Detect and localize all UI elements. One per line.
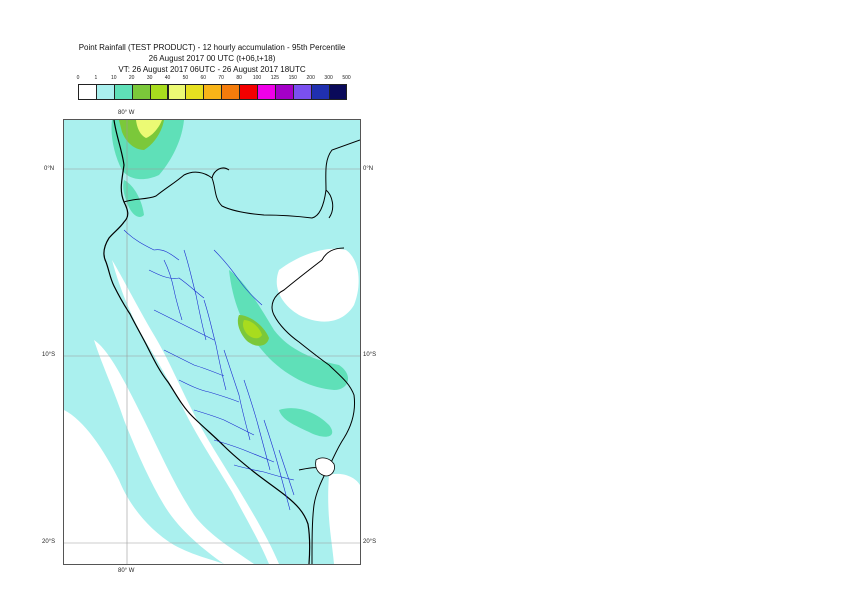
lake-titicaca xyxy=(315,457,335,477)
legend-color-box xyxy=(328,84,348,100)
lon-label-bottom: 80° W xyxy=(118,568,135,574)
legend-color-box xyxy=(149,84,169,100)
coastline xyxy=(103,120,311,564)
lat-label-left-10s: 10°S xyxy=(42,352,56,358)
rain-40-50-north xyxy=(136,120,162,138)
legend-color-box xyxy=(274,84,294,100)
rainfall-map xyxy=(64,120,360,564)
legend-threshold-label: 100 xyxy=(252,75,262,81)
lat-label-left-20s: 20°S xyxy=(42,539,56,545)
legend-threshold-label: 50 xyxy=(182,75,189,81)
legend-threshold-label: 30 xyxy=(146,75,153,81)
lat-label-right-20s: 20°S xyxy=(363,539,377,545)
national-borders xyxy=(123,139,360,564)
legend-threshold-label: 300 xyxy=(324,75,333,81)
map-frame xyxy=(63,119,361,565)
lat-label-right-0n: 0°N xyxy=(363,166,374,172)
legend-threshold-label: 125 xyxy=(270,75,280,81)
legend-color-box xyxy=(292,84,312,100)
dry-area-east xyxy=(328,473,360,564)
legend-threshold-label: 80 xyxy=(236,75,242,81)
legend-color-box xyxy=(185,84,205,100)
legend-color-box xyxy=(257,84,276,100)
legend-threshold-label: 150 xyxy=(288,75,297,81)
rain-10-20-northwest xyxy=(123,180,144,217)
legend-threshold-label: 60 xyxy=(200,75,207,81)
legend-color-box xyxy=(221,84,241,100)
lat-label-right-10s: 10°S xyxy=(363,352,377,358)
rain-10-20-south xyxy=(279,408,333,437)
legend-color-box xyxy=(95,84,115,100)
legend-threshold-label: 70 xyxy=(218,75,224,81)
rain-30-40-cluster xyxy=(243,320,262,339)
title-line-3: VT: 26 August 2017 06UTC - 26 August 201… xyxy=(118,65,306,74)
legend-threshold-label: 20 xyxy=(128,75,135,81)
dry-area-interior xyxy=(276,248,359,322)
lat-label-left-0n: 0°N xyxy=(44,166,55,172)
legend-threshold-label: 40 xyxy=(164,75,171,81)
legend-color-box xyxy=(167,84,187,100)
legend-color-box xyxy=(131,84,151,100)
legend-color-box xyxy=(203,84,223,100)
title-line-2: 26 August 2017 00 UTC (t+06,t+18) xyxy=(148,54,276,63)
dry-area-coast-strip xyxy=(112,260,279,564)
legend-threshold-label: 200 xyxy=(306,75,315,81)
dry-area-ocean-inner xyxy=(94,340,254,564)
rain-10-20-andes xyxy=(229,270,349,390)
legend-threshold-label: 500 xyxy=(342,75,351,81)
regional-boundaries xyxy=(123,229,295,511)
legend-threshold-label: 0 xyxy=(76,75,80,81)
legend-threshold-label: 1 xyxy=(94,75,98,81)
title-line-1: Point Rainfall (TEST PRODUCT) - 12 hourl… xyxy=(78,43,346,52)
lon-label-top: 80° W xyxy=(118,110,135,116)
legend-color-box xyxy=(78,84,97,100)
legend-threshold-label: 10 xyxy=(111,75,117,81)
legend-color-box xyxy=(113,84,133,100)
legend-color-box xyxy=(239,84,258,100)
legend-color-box xyxy=(310,84,330,100)
dry-area-ocean xyxy=(64,410,224,564)
